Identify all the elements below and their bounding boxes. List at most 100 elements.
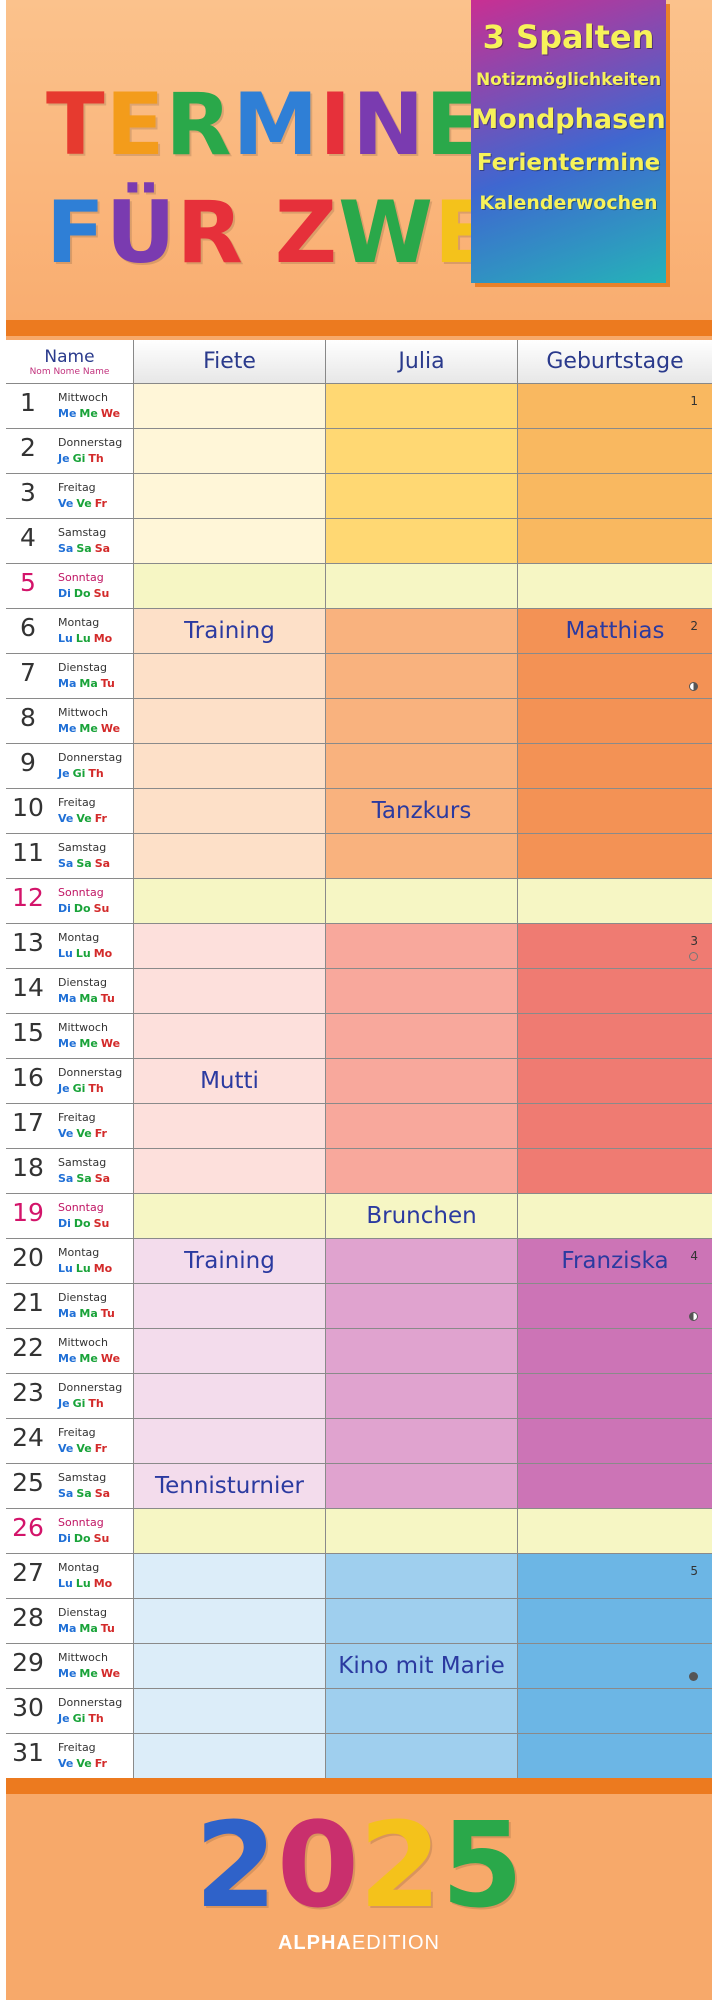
entry-cell-c3[interactable] xyxy=(518,1734,712,1778)
weekday-abbreviations: Me Me We xyxy=(58,407,123,420)
entry-cell-c2[interactable]: Tanzkurs xyxy=(326,789,518,833)
entry-cell-c1[interactable] xyxy=(134,1509,326,1553)
entry-cell-c1[interactable]: Training xyxy=(134,609,326,653)
entry-cell-c1[interactable] xyxy=(134,1194,326,1238)
entry-cell-c1[interactable]: Mutti xyxy=(134,1059,326,1103)
entry-cell-c1[interactable] xyxy=(134,699,326,743)
weekday-abbr: Lu xyxy=(75,1577,91,1590)
entry-cell-c3[interactable]: Franziska 4 xyxy=(518,1239,712,1283)
entry-cell-c3[interactable] xyxy=(518,564,712,608)
entry-cell-c3[interactable] xyxy=(518,1329,712,1373)
entry-cell-c2[interactable] xyxy=(326,969,518,1013)
entry-cell-c1[interactable] xyxy=(134,1014,326,1058)
entry-cell-c2[interactable] xyxy=(326,1554,518,1598)
entry-cell-c3[interactable] xyxy=(518,1419,712,1463)
name-column-header: Name Nom Nome Name xyxy=(6,340,134,384)
entry-cell-c2[interactable]: Kino mit Marie xyxy=(326,1644,518,1688)
entry-cell-c3[interactable] xyxy=(518,1464,712,1508)
entry-cell-c2[interactable] xyxy=(326,1104,518,1148)
entry-cell-c1[interactable] xyxy=(134,924,326,968)
day-number: 20 xyxy=(12,1243,44,1272)
entry-cell-c3[interactable]: 1 xyxy=(518,384,712,428)
entry-cell-c3[interactable] xyxy=(518,969,712,1013)
entry-cell-c1[interactable] xyxy=(134,1554,326,1598)
entry-cell-c3[interactable] xyxy=(518,654,712,698)
entry-cell-c2[interactable] xyxy=(326,1149,518,1193)
entry-cell-c2[interactable] xyxy=(326,834,518,878)
entry-cell-c1[interactable] xyxy=(134,564,326,608)
entry-cell-c2[interactable] xyxy=(326,924,518,968)
title-letter: Ü xyxy=(105,183,177,283)
entry-cell-c1[interactable] xyxy=(134,1689,326,1733)
entry-cell-c2[interactable] xyxy=(326,609,518,653)
entry-cell-c1[interactable] xyxy=(134,834,326,878)
entry-cell-c3[interactable] xyxy=(518,1689,712,1733)
entry-cell-c1[interactable] xyxy=(134,654,326,698)
entry-cell-c2[interactable] xyxy=(326,1284,518,1328)
entry-cell-c1[interactable] xyxy=(134,879,326,923)
entry-cell-c1[interactable] xyxy=(134,1599,326,1643)
entry-cell-c1[interactable]: Training xyxy=(134,1239,326,1283)
entry-cell-c2[interactable] xyxy=(326,1464,518,1508)
entry-cell-c2[interactable] xyxy=(326,879,518,923)
entry-cell-c2[interactable] xyxy=(326,1014,518,1058)
entry-cell-c3[interactable] xyxy=(518,1284,712,1328)
entry-cell-c3[interactable] xyxy=(518,1149,712,1193)
entry-cell-c3[interactable] xyxy=(518,1104,712,1148)
entry-cell-c1[interactable] xyxy=(134,384,326,428)
entry-cell-c3[interactable]: Matthias 2 xyxy=(518,609,712,653)
entry-cell-c3[interactable] xyxy=(518,429,712,473)
entry-cell-c3[interactable] xyxy=(518,699,712,743)
entry-cell-c3[interactable] xyxy=(518,1059,712,1103)
entry-cell-c1[interactable] xyxy=(134,969,326,1013)
entry-cell-c1[interactable] xyxy=(134,1284,326,1328)
entry-cell-c2[interactable] xyxy=(326,1329,518,1373)
entry-cell-c1[interactable] xyxy=(134,1734,326,1778)
entry-cell-c3[interactable]: 3 xyxy=(518,924,712,968)
entry-cell-c2[interactable] xyxy=(326,1419,518,1463)
entry-cell-c1[interactable] xyxy=(134,789,326,833)
entry-cell-c2[interactable]: Brunchen xyxy=(326,1194,518,1238)
entry-cell-c2[interactable] xyxy=(326,429,518,473)
entry-cell-c2[interactable] xyxy=(326,1689,518,1733)
entry-cell-c2[interactable] xyxy=(326,1599,518,1643)
entry-cell-c2[interactable] xyxy=(326,1374,518,1418)
entry-cell-c2[interactable] xyxy=(326,519,518,563)
entry-cell-c3[interactable] xyxy=(518,1644,712,1688)
entry-cell-c3[interactable] xyxy=(518,879,712,923)
entry-cell-c2[interactable] xyxy=(326,1239,518,1283)
entry-cell-c2[interactable] xyxy=(326,474,518,518)
entry-cell-c2[interactable] xyxy=(326,1509,518,1553)
weekday-name: Freitag xyxy=(58,1426,96,1439)
entry-cell-c1[interactable] xyxy=(134,1419,326,1463)
entry-cell-c1[interactable] xyxy=(134,1149,326,1193)
entry-cell-c1[interactable]: Tennisturnier xyxy=(134,1464,326,1508)
entry-cell-c2[interactable] xyxy=(326,1059,518,1103)
entry-cell-c1[interactable] xyxy=(134,519,326,563)
entry-cell-c3[interactable] xyxy=(518,474,712,518)
entry-cell-c1[interactable] xyxy=(134,1374,326,1418)
entry-cell-c2[interactable] xyxy=(326,1734,518,1778)
entry-cell-c3[interactable] xyxy=(518,1014,712,1058)
entry-cell-c3[interactable] xyxy=(518,1194,712,1238)
day-number: 26 xyxy=(12,1513,44,1542)
entry-cell-c1[interactable] xyxy=(134,1104,326,1148)
entry-cell-c1[interactable] xyxy=(134,474,326,518)
entry-cell-c2[interactable] xyxy=(326,564,518,608)
entry-cell-c3[interactable] xyxy=(518,1374,712,1418)
entry-cell-c1[interactable] xyxy=(134,1329,326,1373)
entry-cell-c3[interactable] xyxy=(518,1599,712,1643)
entry-cell-c2[interactable] xyxy=(326,744,518,788)
entry-cell-c3[interactable]: 5 xyxy=(518,1554,712,1598)
entry-cell-c1[interactable] xyxy=(134,744,326,788)
entry-cell-c2[interactable] xyxy=(326,699,518,743)
entry-cell-c3[interactable] xyxy=(518,1509,712,1553)
entry-cell-c1[interactable] xyxy=(134,429,326,473)
entry-cell-c2[interactable] xyxy=(326,384,518,428)
entry-cell-c3[interactable] xyxy=(518,744,712,788)
entry-cell-c1[interactable] xyxy=(134,1644,326,1688)
entry-cell-c3[interactable] xyxy=(518,519,712,563)
entry-cell-c3[interactable] xyxy=(518,789,712,833)
entry-cell-c3[interactable] xyxy=(518,834,712,878)
entry-cell-c2[interactable] xyxy=(326,654,518,698)
